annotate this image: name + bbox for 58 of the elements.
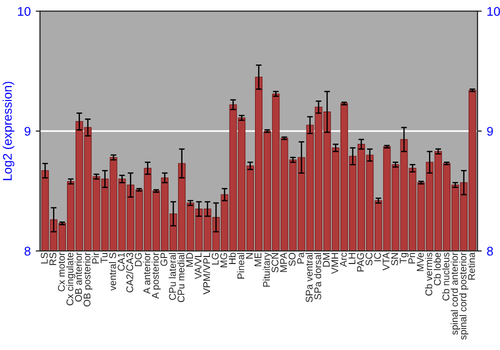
x-tick-label: DM: [322, 253, 330, 267]
x-tick-label: Cb vermis: [425, 252, 432, 296]
y2-tick-label: 10: [487, 7, 500, 16]
x-tick-label: OB anterior: [74, 252, 82, 302]
x-tick-label: ventral S: [108, 252, 116, 291]
x-tick-label: spinal cord anterior: [450, 252, 460, 335]
x-tick-label: Pir: [92, 252, 99, 264]
x-tick-label: A anterior: [143, 252, 150, 294]
x-tick-label: Pa: [297, 252, 304, 264]
x-tick-label: Pineal: [237, 252, 244, 279]
x-tick-label: OB posterior: [83, 252, 92, 306]
x-tick-label: Cb nucleus: [442, 252, 450, 300]
x-tick-label: MPA: [280, 252, 287, 272]
x-tick-label: Tg: [400, 252, 409, 264]
x-tick-label: LS: [40, 252, 48, 264]
x-tick-label: SPa ventral: [305, 252, 313, 302]
x-tick-label: N: [246, 253, 253, 259]
x-tick-label: IC: [374, 252, 381, 262]
x-tick-label: LG: [212, 253, 219, 265]
y-tick-label: 8: [24, 246, 30, 256]
x-tick-label: CA2/CA3: [126, 252, 134, 292]
y2-tick-label: 9: [487, 126, 493, 136]
x-tick-label: MVe: [416, 252, 424, 271]
x-tick-label: Cx motor: [58, 252, 65, 292]
x-tick-label: SO: [288, 252, 296, 266]
x-tick-label: SN: [391, 253, 398, 266]
x-tick-label: VTA: [382, 252, 390, 270]
x-tick-label: PAG: [357, 253, 364, 272]
x-tick-label: Cb lobe: [434, 252, 441, 286]
x-tick-label: MD: [186, 252, 193, 267]
x-tick-label: SC: [366, 252, 372, 266]
x-tick-label: A posterior: [152, 252, 161, 299]
y2-tick-label: 8: [487, 246, 493, 256]
x-tick-label: Cx cingulate: [66, 252, 76, 306]
x-tick-label: ME: [254, 252, 262, 266]
x-tick-label: VPM/VPL: [202, 252, 210, 294]
x-tick-label: CPu lateral: [168, 252, 176, 300]
x-tick-label: Retina: [468, 252, 475, 280]
x-tick-label: Arc: [340, 252, 347, 267]
y-tick-label: 10: [18, 7, 30, 16]
y-tick-label: 9: [24, 126, 30, 136]
x-tick-label: Pituitary: [262, 252, 272, 287]
y-axis-title: Log2 (expression): [2, 82, 14, 180]
x-tick-label: spinal cord posterior: [459, 252, 468, 340]
x-tick-label: MG: [220, 253, 228, 268]
x-tick-label: Hb: [228, 252, 236, 264]
x-tick-label: SCN: [272, 253, 278, 272]
x-tick-label: Tu: [100, 252, 108, 264]
x-tick-label: GP: [160, 252, 168, 266]
x-tick-label: LH: [348, 253, 356, 264]
x-tick-label: Pn: [408, 252, 416, 264]
x-tick-label: DG: [134, 253, 142, 266]
x-tick-label: VMH: [331, 253, 338, 274]
x-tick-label: SPa dorsal: [314, 252, 322, 300]
x-tick-label: VA/VL: [194, 252, 202, 280]
x-tick-label: CA1: [118, 252, 125, 271]
x-tick-label: RS: [49, 252, 56, 266]
x-tick-label: CPu medial: [177, 252, 184, 302]
